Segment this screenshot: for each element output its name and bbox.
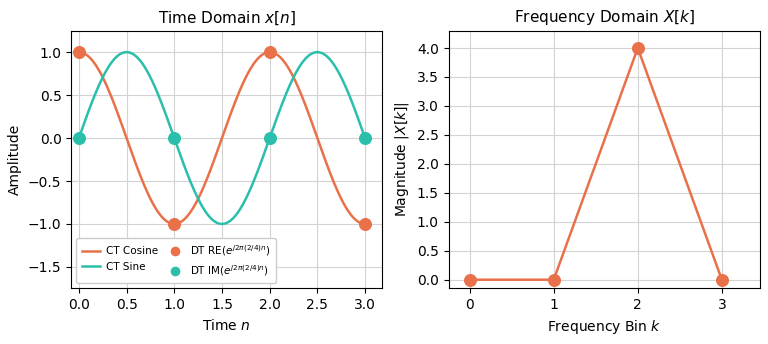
Title: Time Domain $x[n]$: Time Domain $x[n]$ xyxy=(157,9,296,26)
DT RE($e^{j2\pi(2/4)n}$) xyxy=(73,50,85,55)
X-axis label: Frequency Bin $k$: Frequency Bin $k$ xyxy=(547,318,661,336)
CT Cosine xyxy=(210,156,220,160)
CT Cosine xyxy=(212,151,221,155)
Point xyxy=(631,45,644,51)
CT Sine xyxy=(246,187,255,191)
Y-axis label: Magnitude $|X[k]|$: Magnitude $|X[k]|$ xyxy=(393,101,412,217)
Y-axis label: Amplitude: Amplitude xyxy=(8,124,22,195)
Point xyxy=(716,277,728,282)
CT Sine xyxy=(230,214,240,218)
CT Sine xyxy=(74,136,84,140)
X-axis label: Time $n$: Time $n$ xyxy=(203,318,251,333)
Point xyxy=(464,277,476,282)
CT Sine xyxy=(310,51,319,55)
Title: Frequency Domain $X[k]$: Frequency Domain $X[k]$ xyxy=(514,8,695,27)
Line: CT Sine: CT Sine xyxy=(79,52,365,224)
DT RE($e^{j2\pi(2/4)n}$) xyxy=(359,221,371,227)
CT Cosine xyxy=(353,220,362,224)
CT Sine xyxy=(210,220,220,224)
DT IM($e^{j2\pi(2/4)n}$) xyxy=(168,135,180,141)
CT Sine xyxy=(217,222,227,226)
DT IM($e^{j2\pi(2/4)n}$) xyxy=(73,135,85,141)
CT Cosine xyxy=(74,50,84,54)
CT Cosine xyxy=(229,104,238,108)
CT Sine xyxy=(122,50,131,54)
CT Cosine xyxy=(245,69,254,73)
DT RE($e^{j2\pi(2/4)n}$) xyxy=(168,221,180,227)
CT Sine xyxy=(213,221,222,225)
CT Cosine xyxy=(360,222,369,226)
DT RE($e^{j2\pi(2/4)n}$) xyxy=(263,50,276,55)
DT IM($e^{j2\pi(2/4)n}$) xyxy=(263,135,276,141)
CT Cosine xyxy=(309,125,318,129)
Line: CT Cosine: CT Cosine xyxy=(79,52,365,224)
CT Sine xyxy=(360,136,369,140)
Point xyxy=(548,277,560,282)
Legend: CT Cosine, CT Sine, DT RE($e^{j2\pi(2/4)n}$), DT IM($e^{j2\pi(2/4)n}$): CT Cosine, CT Sine, DT RE($e^{j2\pi(2/4)… xyxy=(77,238,276,283)
CT Sine xyxy=(355,120,364,124)
DT IM($e^{j2\pi(2/4)n}$) xyxy=(359,135,371,141)
